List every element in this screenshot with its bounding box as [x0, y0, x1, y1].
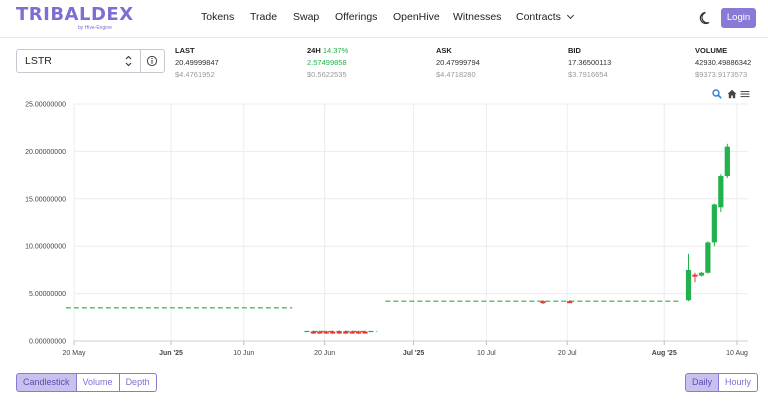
nav-contracts-label: Contracts: [516, 11, 561, 23]
nav-swap[interactable]: Swap: [293, 11, 320, 23]
candle-body: [317, 331, 323, 334]
stat-ask-usd: $4.4718280: [436, 70, 476, 79]
nav-tokens[interactable]: Tokens: [201, 11, 235, 23]
x-tick-label: 10 Jul: [477, 350, 496, 357]
x-tick-label: 20 May: [63, 350, 86, 357]
y-tick-label: 25.00000000: [25, 102, 66, 109]
stat-ask: ASK 20.47999794 $4.4718280: [436, 45, 480, 81]
candle-body: [567, 301, 573, 304]
x-tick-label: 10 Aug: [726, 350, 748, 357]
candle-body: [718, 176, 724, 208]
nav-openhive[interactable]: OpenHive: [393, 11, 440, 23]
y-tick-label: 20.00000000: [25, 149, 66, 156]
candle-body: [362, 331, 368, 334]
zoom-icon[interactable]: [712, 89, 722, 99]
price-chart[interactable]: 25.00000000 20.00000000 15.00000000 10.0000…: [0, 86, 768, 366]
chevron-down-icon: [566, 11, 574, 20]
stat-bid-usd: $3.7916654: [568, 70, 608, 79]
stat-last-usd: $4.4761952: [175, 70, 215, 79]
candle-body: [698, 272, 705, 276]
stat-ask-label: ASK: [436, 46, 452, 55]
candle-body: [705, 242, 711, 273]
token-select[interactable]: LSTR: [16, 49, 141, 73]
stat-bid-value: 17.36500113: [568, 58, 612, 67]
x-tick-label: Jul '25: [403, 350, 425, 357]
tab-candlestick[interactable]: Candlestick: [16, 373, 77, 392]
stat-24h-label: 24H: [307, 46, 321, 55]
stat-last-value: 20.49999847: [175, 58, 219, 67]
stat-volume-usd: $9373.9173573: [695, 70, 748, 79]
stat-volume-value: 42930.49886342: [695, 58, 752, 67]
stat-24h-pct: 14.37%: [322, 46, 349, 55]
top-navbar: TRIBALDEX by Hive-Engine Tokens Trade Sw…: [0, 0, 768, 38]
tab-hourly[interactable]: Hourly: [719, 373, 759, 392]
stat-24h-usd: $0.5622535: [307, 70, 347, 79]
chart-type-tabs: Candlestick Volume Depth: [16, 373, 157, 392]
x-tick-label: Aug '25: [652, 350, 677, 357]
candle-body: [540, 301, 546, 304]
candle-body: [336, 331, 342, 334]
candle-body: [323, 331, 329, 334]
y-tick-label: 15.00000000: [25, 196, 66, 203]
stat-last: LAST 20.49999847 $4.4761952: [175, 45, 219, 81]
select-arrows-icon: [125, 55, 132, 67]
x-tick-label: Jun '25: [159, 350, 183, 357]
nav-contracts[interactable]: Contracts: [516, 11, 574, 23]
token-info-button[interactable]: [141, 49, 165, 73]
y-tick-label: 0.00000000: [29, 339, 66, 346]
candle-body: [349, 331, 355, 334]
stat-last-label: LAST: [175, 46, 195, 55]
candle-body: [711, 204, 717, 243]
candle-body: [330, 331, 336, 334]
x-tick-label: 20 Jun: [314, 350, 335, 357]
stat-24h: 24H 14.37% 2.57499858 $0.5622535: [307, 45, 348, 81]
stat-bid-label: BID: [568, 46, 581, 55]
candle-body: [356, 331, 362, 334]
y-tick-label: 10.00000000: [25, 244, 66, 251]
menu-icon[interactable]: [740, 89, 750, 99]
tribaldex-logo[interactable]: TRIBALDEX by Hive-Engine: [16, 4, 134, 32]
token-select-value: LSTR: [25, 55, 52, 67]
tab-depth[interactable]: Depth: [119, 373, 157, 392]
nav-trade[interactable]: Trade: [250, 11, 278, 23]
x-tick-label: 20 Jul: [558, 350, 577, 357]
stat-volume-label: VOLUME: [695, 46, 728, 55]
stat-ask-value: 20.47999794: [436, 58, 480, 67]
logo-subtitle: by Hive-Engine: [78, 25, 112, 31]
stat-bid: BID 17.36500113 $3.7916654: [568, 45, 611, 81]
stat-24h-value: 2.57499858: [307, 58, 347, 67]
x-tick-label: 10 Jun: [233, 350, 254, 357]
candle-body: [343, 331, 349, 334]
info-icon: [146, 55, 158, 67]
candle-body: [685, 269, 692, 301]
nav-offerings[interactable]: Offerings: [335, 11, 378, 23]
y-tick-label: 5.00000000: [29, 291, 66, 298]
home-icon[interactable]: [727, 89, 737, 99]
nav-witnesses[interactable]: Witnesses: [453, 11, 502, 23]
candle-body: [310, 331, 316, 334]
login-button[interactable]: Login: [721, 8, 756, 28]
stat-volume: VOLUME 42930.49886342 $9373.9173573: [695, 45, 751, 81]
tab-daily[interactable]: Daily: [685, 373, 720, 392]
moon-icon[interactable]: [698, 10, 714, 26]
interval-tabs: Daily Hourly: [685, 373, 759, 392]
tab-volume[interactable]: Volume: [76, 373, 120, 392]
logo-text: TRIBALDEX: [16, 4, 134, 25]
candle-body: [692, 274, 698, 277]
candle-body: [724, 146, 730, 177]
